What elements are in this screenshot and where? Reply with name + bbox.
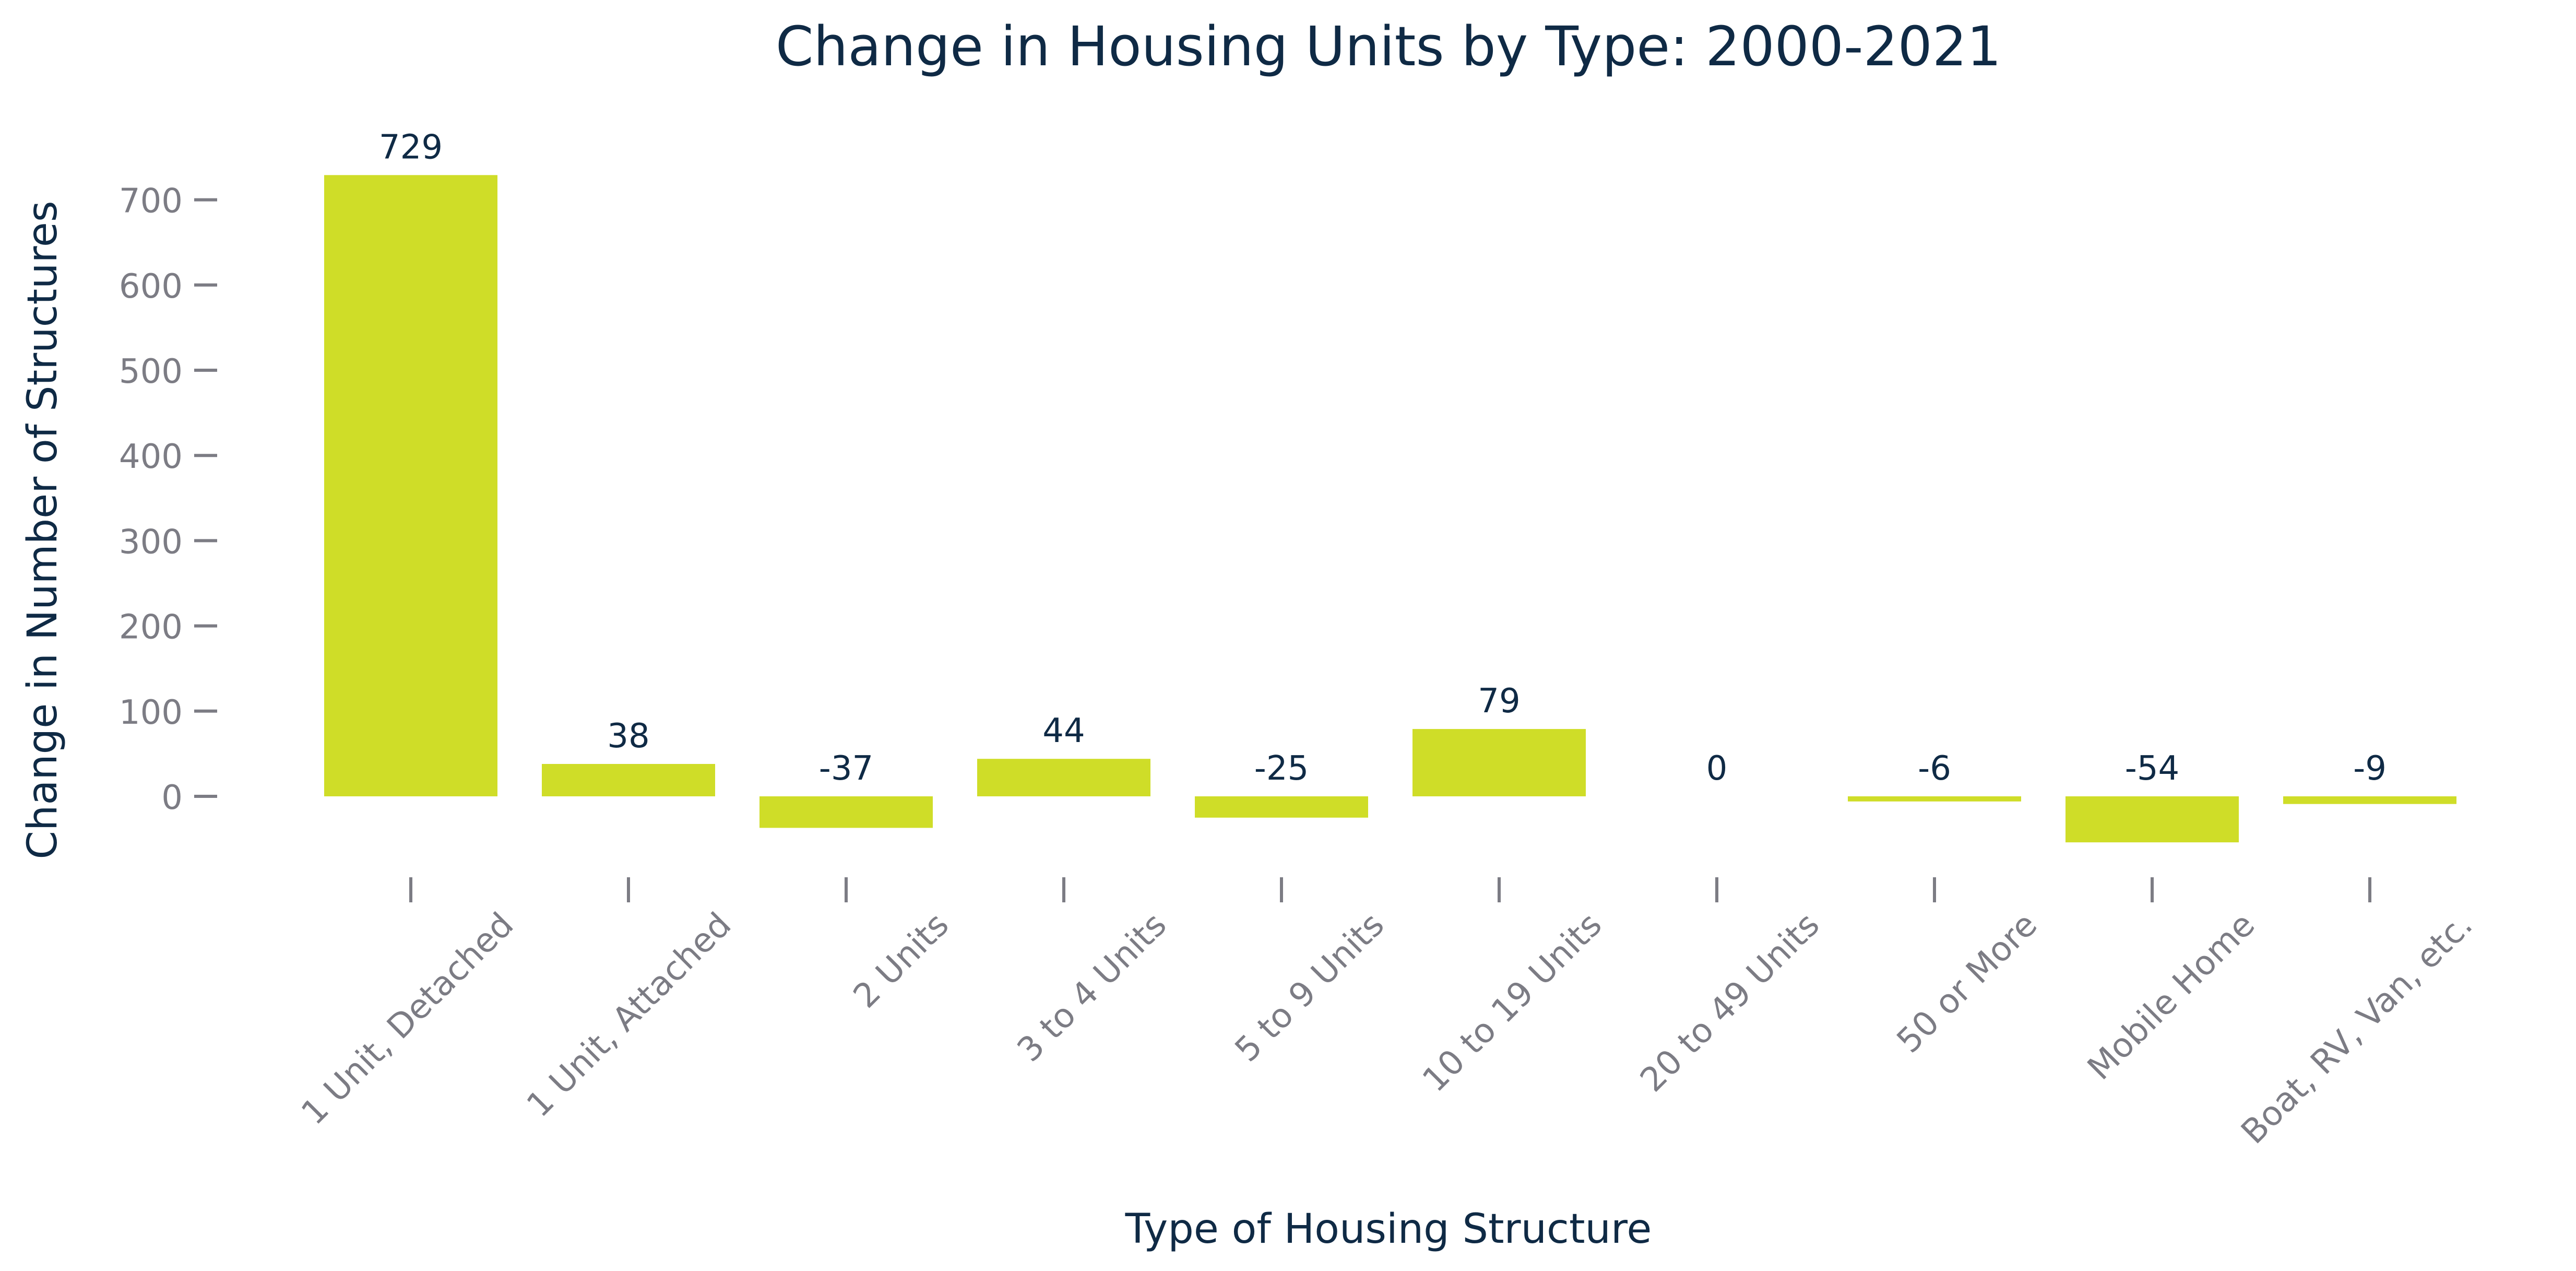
data-label: -54 <box>2125 749 2180 788</box>
x-tick-label: Mobile Home <box>2081 905 2263 1088</box>
x-tick-label: 3 to 4 Units <box>1010 905 1174 1069</box>
data-label: 44 <box>1042 712 1085 750</box>
bar <box>2283 796 2456 804</box>
bar <box>759 796 933 828</box>
bar <box>1848 796 2021 802</box>
x-tick-label: 20 to 49 Units <box>1633 905 1827 1100</box>
data-label: 79 <box>1478 682 1520 721</box>
y-tick-label: 0 <box>161 779 183 817</box>
y-tick-label: 100 <box>119 693 183 732</box>
bar <box>2065 796 2239 843</box>
bar <box>542 763 715 796</box>
y-tick-label: 400 <box>119 438 183 476</box>
x-tick-label: 2 Units <box>846 905 956 1016</box>
x-tick-label: 5 to 9 Units <box>1228 905 1392 1069</box>
y-tick-label: 600 <box>119 267 183 306</box>
x-tick-label: 10 to 19 Units <box>1416 905 1610 1100</box>
y-tick-label: 300 <box>119 523 183 561</box>
bar <box>324 175 497 797</box>
data-label: -25 <box>1254 749 1309 788</box>
y-tick-label: 500 <box>119 352 183 391</box>
bars <box>324 175 2456 843</box>
chart-title: Change in Housing Units by Type: 2000-20… <box>776 15 2001 78</box>
data-label: 0 <box>1706 749 1728 788</box>
x-tick-label: 1 Unit, Detached <box>294 905 521 1133</box>
data-label: 729 <box>379 128 443 167</box>
data-label: 38 <box>607 717 649 756</box>
x-tick-label: 1 Unit, Attached <box>519 905 739 1125</box>
bar <box>1412 729 1586 796</box>
y-tick-label: 700 <box>119 182 183 221</box>
x-tick-label: Boat, RV, Van, etc. <box>2234 905 2480 1151</box>
y-tick-label: 200 <box>119 608 183 647</box>
data-label: -37 <box>819 749 874 788</box>
data-labels: 729 38 -37 44 -25 79 0 -6 -54 -9 <box>379 128 2387 788</box>
bar <box>977 759 1150 796</box>
x-axis-title: Type of Housing Structure <box>1125 1206 1652 1253</box>
data-label: -9 <box>2353 749 2387 788</box>
x-tick-label: 50 or More <box>1890 905 2045 1061</box>
data-label: -6 <box>1918 749 1951 788</box>
bar <box>1195 796 1368 818</box>
y-axis: 0 100 200 300 400 500 600 700 <box>119 182 217 817</box>
y-axis-title: Change in Number of Structures <box>19 201 66 860</box>
